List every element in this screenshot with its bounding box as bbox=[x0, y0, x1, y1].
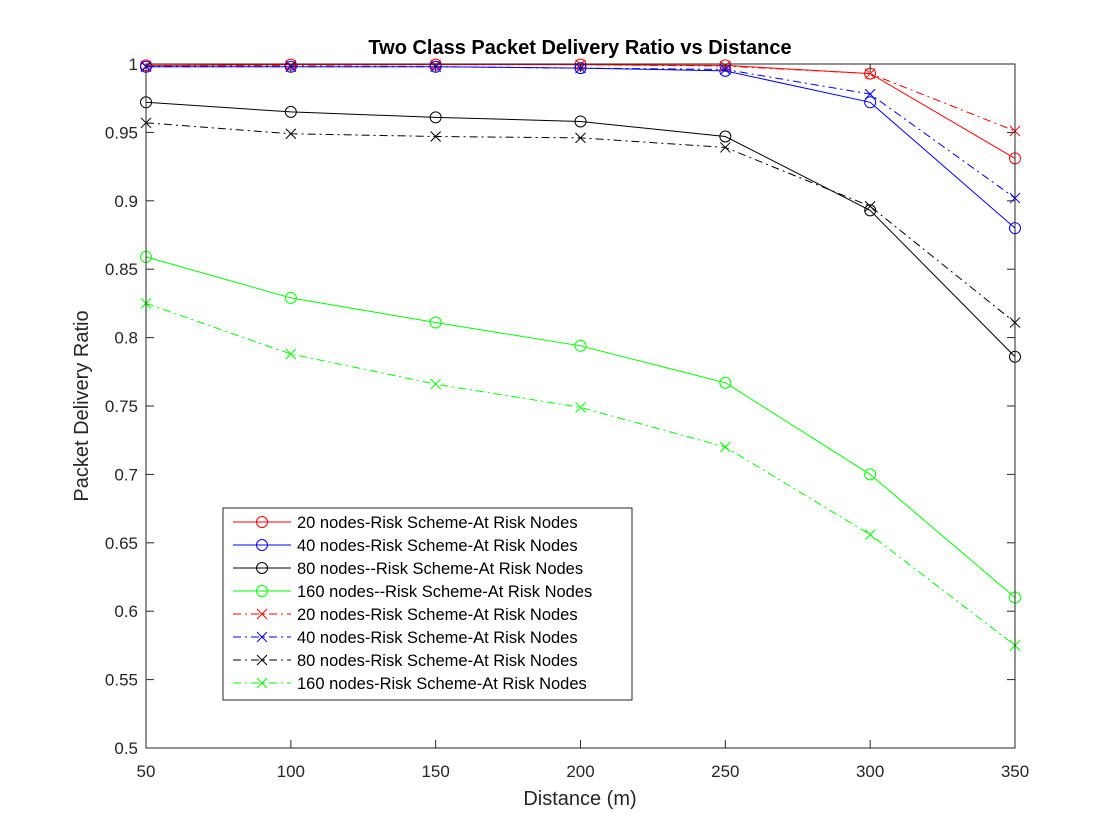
data-point bbox=[429, 316, 442, 329]
x-tick-label: 200 bbox=[566, 762, 594, 781]
data-point bbox=[719, 142, 731, 153]
x-tick-label: 50 bbox=[137, 762, 156, 781]
data-point bbox=[575, 402, 586, 413]
legend-marker bbox=[256, 539, 268, 551]
y-tick-label: 0.65 bbox=[105, 534, 138, 553]
x-axis-label: Distance (m) bbox=[523, 788, 636, 810]
legend-item: 160 nodes-Risk Scheme-At Risk Nodes bbox=[233, 675, 587, 693]
x-tick-label: 300 bbox=[856, 762, 884, 781]
data-point bbox=[864, 88, 876, 100]
data-point bbox=[864, 68, 876, 79]
data-point bbox=[430, 131, 442, 142]
legend-item: 40 nodes-Risk Scheme-At Risk Nodes bbox=[233, 629, 578, 647]
legend-label: 80 nodes--Risk Scheme-At Risk Nodes bbox=[297, 560, 583, 578]
data-point bbox=[864, 529, 876, 540]
data-point bbox=[574, 62, 587, 75]
y-tick-label: 0.6 bbox=[114, 602, 138, 621]
data-point bbox=[719, 130, 732, 143]
y-tick-label: 0.95 bbox=[105, 123, 138, 142]
legend-item: 40 nodes-Risk Scheme-At Risk Nodes bbox=[233, 537, 578, 555]
data-point bbox=[284, 291, 297, 304]
legend-label: 160 nodes--Risk Scheme-At Risk Nodes bbox=[297, 583, 592, 601]
legend-box bbox=[222, 507, 633, 701]
y-tick-label: 0.85 bbox=[105, 260, 138, 279]
legend-item: 20 nodes-Risk Scheme-At Risk Nodes bbox=[233, 514, 578, 532]
y-tick-label: 0.7 bbox=[114, 465, 138, 484]
legend-label: 160 nodes-Risk Scheme-At Risk Nodes bbox=[297, 675, 587, 693]
y-tick-label: 0.9 bbox=[114, 192, 138, 211]
data-point bbox=[284, 105, 297, 118]
legend-marker bbox=[256, 608, 268, 620]
legend-label: 40 nodes-Risk Scheme-At Risk Nodes bbox=[297, 629, 578, 647]
data-point bbox=[719, 441, 731, 453]
legend-marker bbox=[256, 677, 268, 689]
y-tick-label: 0.75 bbox=[105, 397, 138, 416]
data-point bbox=[285, 128, 297, 140]
data-point bbox=[864, 200, 876, 212]
y-tick-label: 0.55 bbox=[105, 671, 138, 690]
data-point bbox=[574, 339, 587, 352]
series-line bbox=[145, 101, 1016, 358]
data-point bbox=[719, 376, 732, 389]
legend-marker bbox=[256, 654, 268, 666]
x-tick-label: 100 bbox=[277, 762, 305, 781]
y-axis-ticks: 0.5 0.55 0.6 0.65 0.7 0.75 0.8 0.85 0.9 0.95 1 bbox=[105, 55, 1015, 758]
x-axis-ticks: 50 100 150 200 250 300 350 bbox=[137, 64, 1029, 781]
y-tick-label: 0.8 bbox=[114, 329, 138, 348]
data-point bbox=[285, 348, 297, 360]
data-point bbox=[864, 468, 877, 481]
data-point bbox=[574, 115, 587, 128]
legend-marker bbox=[256, 562, 268, 574]
legend-marker bbox=[256, 585, 268, 597]
legend-item: 80 nodes-Risk Scheme-At Risk Nodes bbox=[233, 652, 578, 670]
legend-label: 80 nodes-Risk Scheme-At Risk Nodes bbox=[297, 652, 578, 670]
x-tick-label: 350 bbox=[1001, 762, 1029, 781]
series-line bbox=[145, 256, 1016, 598]
y-axis-label: Packet Delivery Ratio bbox=[71, 310, 93, 501]
x-tick-label: 150 bbox=[421, 762, 449, 781]
legend-item: 20 nodes-Risk Scheme-At Risk Nodes bbox=[233, 606, 578, 624]
data-point bbox=[430, 378, 442, 390]
legend-label: 20 nodes-Risk Scheme-At Risk Nodes bbox=[297, 606, 578, 624]
legend-label: 40 nodes-Risk Scheme-At Risk Nodes bbox=[297, 537, 578, 555]
chart-title: Two Class Packet Delivery Ratio vs Dista… bbox=[368, 37, 791, 59]
data-point bbox=[429, 111, 442, 124]
y-tick-label: 0.5 bbox=[114, 739, 138, 758]
x-tick-label: 250 bbox=[711, 762, 739, 781]
legend-item: 80 nodes--Risk Scheme-At Risk Nodes bbox=[233, 560, 583, 578]
legend-marker bbox=[256, 516, 268, 528]
y-tick-label: 1 bbox=[129, 55, 138, 74]
legend: 20 nodes-Risk Scheme-At Risk Nodes 40 nod… bbox=[222, 507, 633, 701]
legend-marker bbox=[256, 631, 268, 643]
legend-label: 20 nodes-Risk Scheme-At Risk Nodes bbox=[297, 514, 578, 532]
data-point bbox=[864, 96, 877, 109]
data-point bbox=[575, 132, 586, 144]
legend-item: 160 nodes--Risk Scheme-At Risk Nodes bbox=[233, 583, 592, 601]
